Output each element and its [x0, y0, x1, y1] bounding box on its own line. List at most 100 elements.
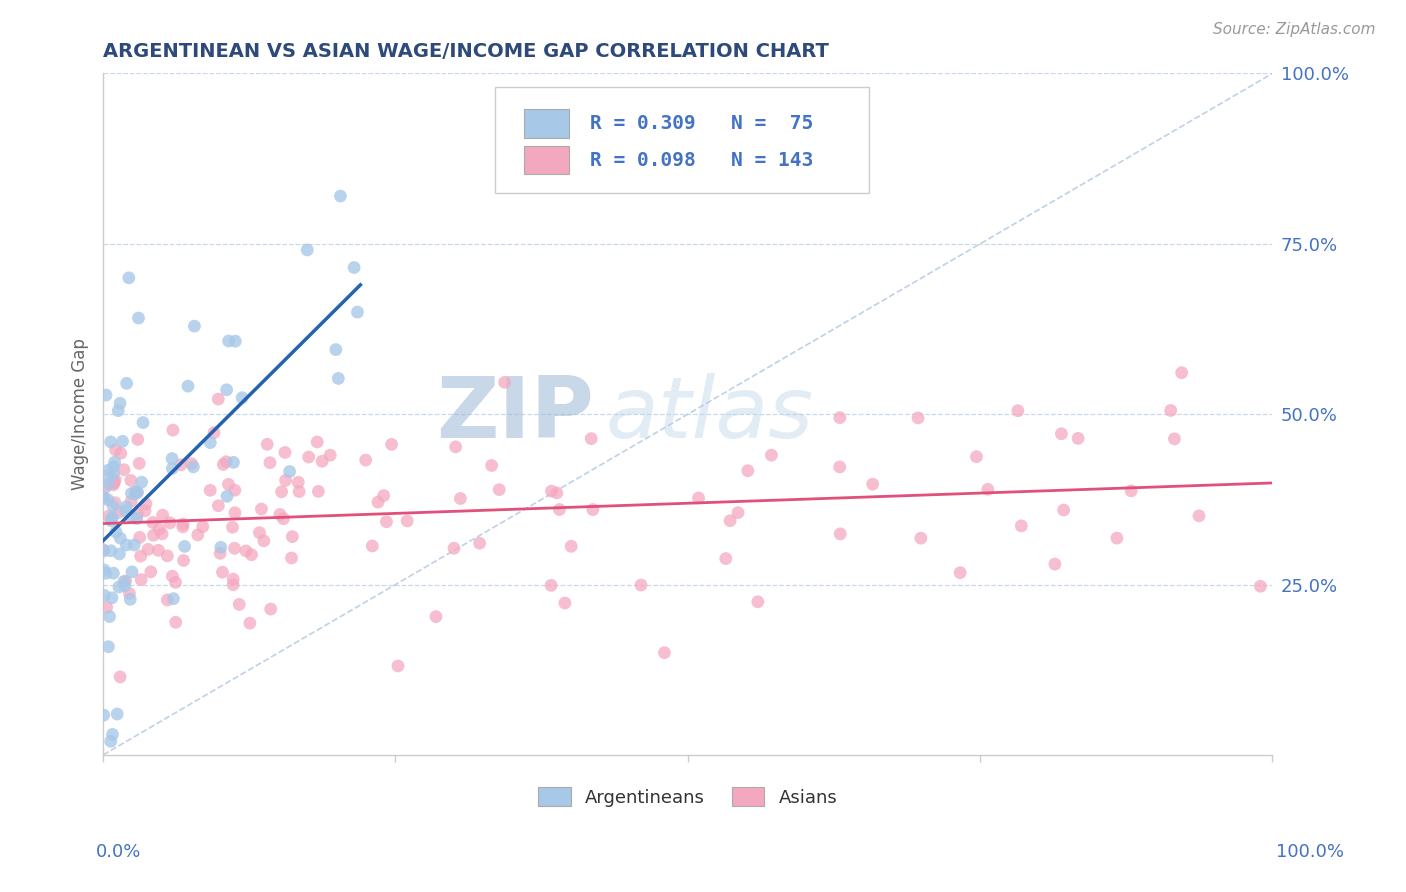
Point — [111, 434, 134, 449]
Point — [217, 477, 239, 491]
Point — [862, 477, 884, 491]
Point — [222, 578, 245, 592]
Point — [177, 379, 200, 393]
Point — [1007, 403, 1029, 417]
Point — [122, 538, 145, 552]
Point — [343, 260, 366, 275]
Point — [104, 496, 127, 510]
Point — [468, 536, 491, 550]
Point — [187, 528, 209, 542]
Point — [112, 463, 135, 477]
Point — [1067, 431, 1090, 445]
Point — [630, 578, 652, 592]
Point — [159, 516, 181, 530]
Point — [396, 514, 419, 528]
Point — [104, 455, 127, 469]
Point — [120, 509, 142, 524]
Point — [212, 458, 235, 472]
Point — [120, 494, 142, 508]
Point — [253, 533, 276, 548]
Point — [160, 451, 183, 466]
Point — [120, 486, 142, 500]
Point — [107, 506, 129, 520]
Point — [180, 457, 202, 471]
Point — [127, 485, 149, 500]
Point — [270, 484, 292, 499]
Point — [114, 574, 136, 588]
Point — [211, 565, 233, 579]
Point — [548, 502, 571, 516]
Point — [346, 305, 368, 319]
Point — [1188, 508, 1211, 523]
Point — [100, 543, 122, 558]
Point — [162, 423, 184, 437]
Point — [329, 189, 352, 203]
Point — [94, 388, 117, 402]
Point — [131, 475, 153, 490]
Point — [1105, 531, 1128, 545]
Point — [200, 483, 222, 498]
Point — [274, 473, 297, 487]
Point — [170, 458, 193, 472]
Point — [118, 271, 141, 285]
Point — [1170, 366, 1192, 380]
Point — [110, 446, 132, 460]
Point — [162, 569, 184, 583]
Point — [104, 524, 127, 539]
Point — [688, 491, 710, 505]
Point — [183, 319, 205, 334]
Point — [1043, 557, 1066, 571]
Point — [221, 520, 243, 534]
Point — [1163, 432, 1185, 446]
Point — [761, 448, 783, 462]
Point — [104, 442, 127, 457]
Point — [152, 508, 174, 523]
Point — [93, 491, 115, 505]
Point — [165, 615, 187, 630]
Point — [105, 706, 128, 721]
Point — [540, 578, 562, 592]
Point — [115, 538, 138, 552]
Point — [249, 525, 271, 540]
Point — [107, 403, 129, 417]
Point — [156, 593, 179, 607]
Point — [224, 483, 246, 498]
Point — [148, 543, 170, 558]
Point — [162, 591, 184, 606]
Point — [124, 487, 146, 501]
Point — [828, 410, 851, 425]
Point — [101, 500, 124, 514]
Point — [1160, 403, 1182, 417]
Point — [110, 531, 132, 545]
Point — [949, 566, 972, 580]
FancyBboxPatch shape — [524, 145, 568, 175]
Point — [134, 504, 156, 518]
Point — [115, 376, 138, 391]
Point — [965, 450, 987, 464]
Point — [325, 343, 347, 357]
Point — [209, 541, 232, 555]
Point — [103, 478, 125, 492]
Point — [125, 485, 148, 500]
Point — [125, 484, 148, 499]
Point — [907, 410, 929, 425]
Point — [727, 506, 749, 520]
Point — [540, 484, 562, 499]
Point — [714, 551, 737, 566]
Point — [1010, 519, 1032, 533]
Point — [200, 435, 222, 450]
Point — [287, 475, 309, 490]
Text: Source: ZipAtlas.com: Source: ZipAtlas.com — [1212, 22, 1375, 37]
Point — [128, 530, 150, 544]
Point — [127, 507, 149, 521]
Point — [103, 566, 125, 581]
Point — [231, 391, 253, 405]
Point — [93, 544, 115, 558]
Point — [747, 595, 769, 609]
Point — [129, 549, 152, 563]
Point — [443, 541, 465, 556]
Point — [101, 727, 124, 741]
Point — [582, 502, 605, 516]
Text: 0.0%: 0.0% — [96, 843, 141, 861]
Point — [224, 541, 246, 556]
